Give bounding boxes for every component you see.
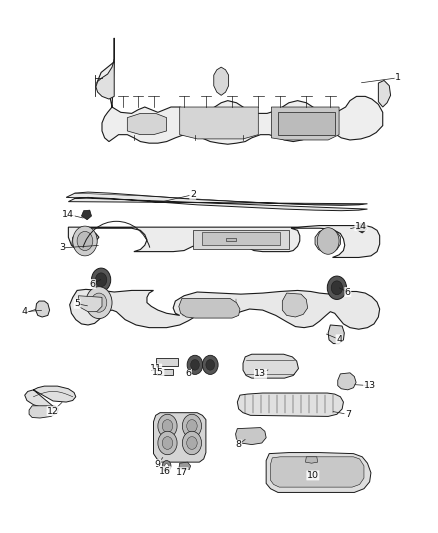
- Circle shape: [73, 226, 97, 256]
- Polygon shape: [78, 296, 102, 312]
- Circle shape: [187, 356, 203, 374]
- Text: 13: 13: [254, 369, 267, 378]
- Circle shape: [77, 231, 93, 251]
- Polygon shape: [29, 406, 58, 418]
- Polygon shape: [305, 457, 318, 463]
- Circle shape: [86, 287, 112, 319]
- Polygon shape: [201, 232, 280, 245]
- Text: 4: 4: [336, 335, 342, 344]
- Text: 10: 10: [307, 471, 319, 480]
- Polygon shape: [180, 107, 258, 139]
- Circle shape: [162, 461, 171, 471]
- Polygon shape: [97, 38, 383, 144]
- Text: 12: 12: [47, 407, 59, 416]
- Circle shape: [317, 228, 339, 254]
- Text: 17: 17: [176, 468, 188, 477]
- Circle shape: [162, 419, 173, 432]
- Text: 6: 6: [185, 369, 191, 378]
- Polygon shape: [179, 298, 240, 318]
- Polygon shape: [226, 238, 237, 241]
- Polygon shape: [68, 225, 380, 257]
- Text: 9: 9: [155, 460, 161, 469]
- Circle shape: [327, 276, 346, 300]
- Polygon shape: [179, 462, 191, 470]
- Polygon shape: [156, 368, 173, 375]
- Circle shape: [92, 268, 111, 292]
- Text: 14: 14: [355, 222, 367, 231]
- Text: 13: 13: [364, 381, 376, 390]
- Polygon shape: [243, 354, 298, 378]
- Polygon shape: [153, 413, 206, 462]
- Polygon shape: [278, 112, 335, 135]
- Circle shape: [95, 273, 107, 287]
- Text: 14: 14: [62, 210, 74, 219]
- Polygon shape: [35, 301, 49, 317]
- Polygon shape: [193, 230, 289, 249]
- Circle shape: [187, 437, 197, 449]
- Text: 1: 1: [395, 73, 401, 82]
- Polygon shape: [72, 229, 97, 253]
- Text: 6: 6: [345, 287, 351, 296]
- Text: 8: 8: [236, 440, 242, 449]
- Circle shape: [182, 431, 201, 455]
- Circle shape: [91, 293, 107, 312]
- Polygon shape: [283, 293, 307, 317]
- Text: 15: 15: [152, 368, 164, 377]
- Circle shape: [331, 281, 343, 295]
- Polygon shape: [328, 325, 344, 344]
- Text: 3: 3: [59, 244, 65, 253]
- Polygon shape: [25, 386, 76, 407]
- Polygon shape: [338, 373, 356, 390]
- Polygon shape: [356, 223, 367, 233]
- Text: 16: 16: [159, 467, 170, 475]
- Text: 6: 6: [89, 279, 95, 288]
- Polygon shape: [236, 427, 266, 445]
- Circle shape: [165, 464, 168, 468]
- Polygon shape: [70, 289, 380, 329]
- Polygon shape: [237, 393, 343, 416]
- Polygon shape: [378, 80, 391, 107]
- Circle shape: [158, 431, 177, 455]
- Text: 4: 4: [22, 307, 28, 316]
- Text: 7: 7: [345, 410, 351, 419]
- Circle shape: [158, 414, 177, 438]
- Polygon shape: [155, 358, 177, 367]
- Circle shape: [162, 437, 173, 449]
- Circle shape: [187, 419, 197, 432]
- Polygon shape: [66, 192, 367, 211]
- Polygon shape: [272, 107, 339, 140]
- Circle shape: [191, 360, 199, 370]
- Circle shape: [206, 360, 215, 370]
- Circle shape: [202, 356, 218, 374]
- Polygon shape: [271, 457, 364, 487]
- Polygon shape: [214, 67, 229, 95]
- Polygon shape: [127, 114, 166, 135]
- Text: 2: 2: [190, 190, 196, 199]
- Circle shape: [182, 414, 201, 438]
- Polygon shape: [315, 229, 340, 253]
- Text: 5: 5: [74, 299, 80, 308]
- Text: 11: 11: [150, 364, 162, 373]
- Polygon shape: [266, 453, 371, 492]
- Polygon shape: [96, 59, 114, 99]
- Polygon shape: [81, 210, 92, 220]
